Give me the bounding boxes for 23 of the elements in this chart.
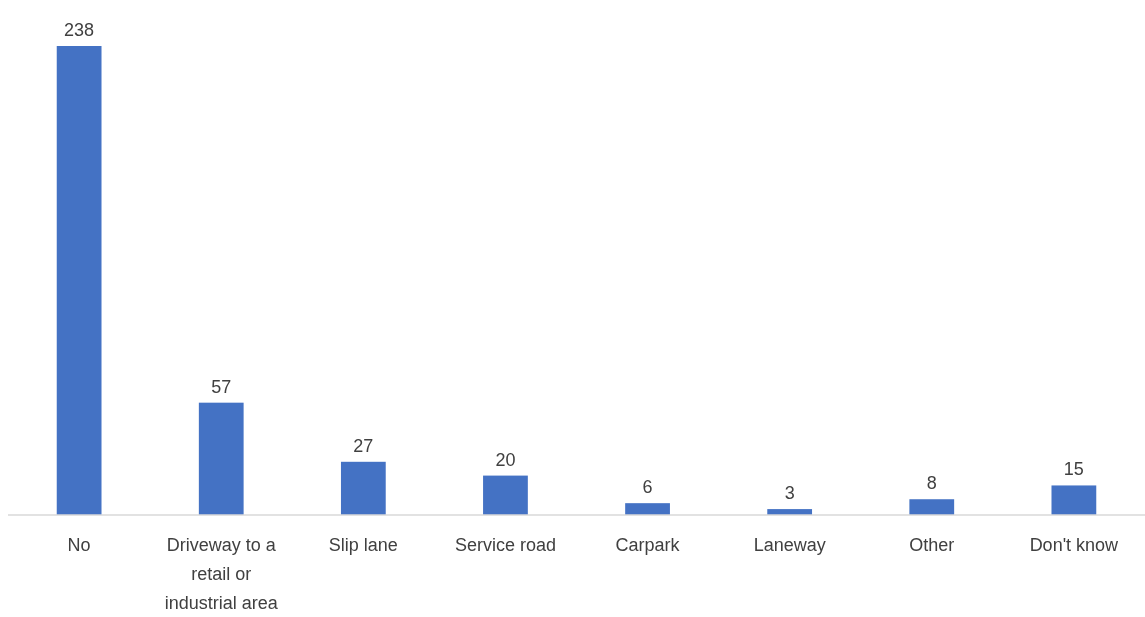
data-label: 6 [642, 477, 653, 498]
x-tick-label: Service road [454, 535, 556, 555]
bar [56, 46, 102, 515]
x-tick-label: Driveway to a retail or industrial area [164, 535, 279, 613]
data-label: 238 [64, 20, 95, 40]
bar [625, 503, 670, 515]
bar [483, 475, 528, 515]
bar [909, 499, 955, 515]
x-tick-label: No [67, 535, 91, 555]
x-tick-label: Laneway [753, 535, 826, 555]
data-label: 15 [1063, 459, 1084, 480]
x-tick-label: Slip lane [328, 535, 398, 555]
bar [340, 461, 386, 515]
bar [1051, 485, 1097, 515]
data-label: 27 [353, 435, 374, 456]
data-label: 20 [495, 449, 516, 470]
data-label: 57 [211, 376, 232, 397]
x-tick-label: Carpark [615, 535, 681, 555]
data-label: 8 [926, 473, 937, 494]
bar [198, 402, 244, 515]
x-tick-label: Don't know [1029, 535, 1120, 555]
data-label: 3 [784, 483, 795, 504]
x-tick-label: Other [909, 535, 955, 555]
